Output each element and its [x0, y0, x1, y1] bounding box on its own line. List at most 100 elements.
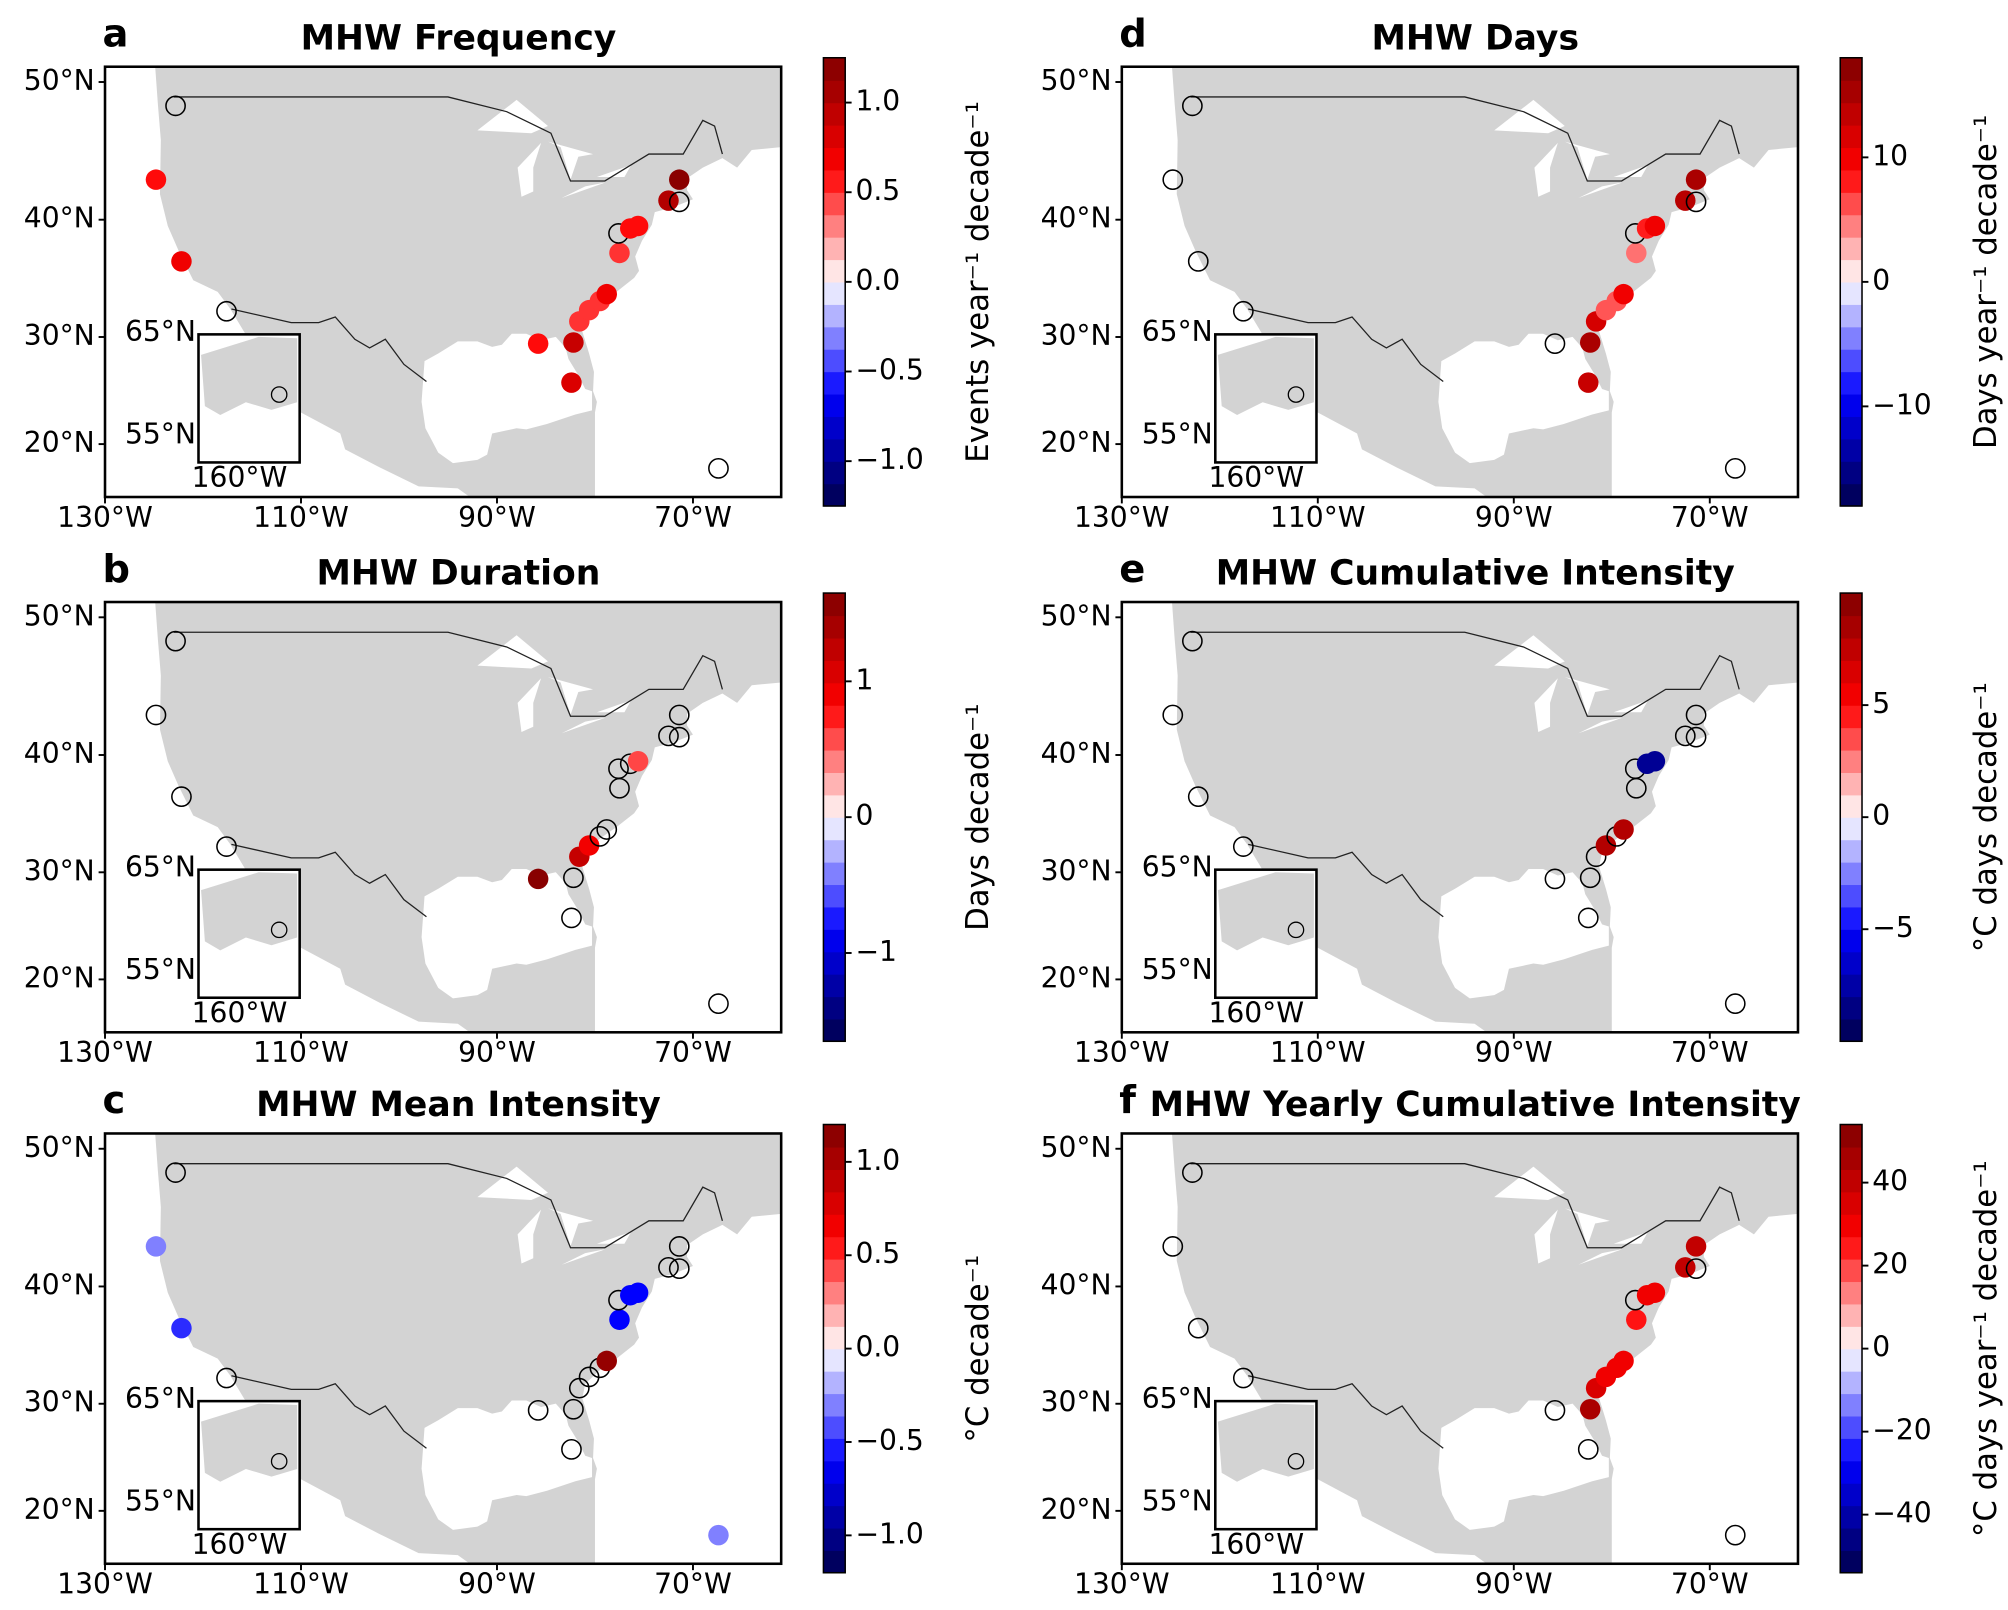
map-panel: 65°N 55°N 160°W 130°W 110°W 90°W 70°W 20°N 30°N 4… — [24, 547, 996, 1069]
colorbar-bin — [1840, 102, 1863, 126]
station-trend — [1675, 190, 1696, 211]
colorbar-bin — [823, 1550, 846, 1574]
x-tick-label: 90°W — [1475, 1568, 1553, 1601]
colorbar-bin — [1840, 906, 1863, 930]
colorbar-bin — [1840, 192, 1863, 216]
colorbar-bin — [823, 1214, 846, 1238]
colorbar-bin — [823, 393, 846, 417]
inset-station — [1287, 921, 1305, 939]
station-trend — [1595, 835, 1617, 856]
station-trend — [527, 333, 549, 354]
colorbar-bin — [1840, 884, 1863, 908]
colorbar-bin — [823, 1483, 846, 1507]
panel-letter: d — [1119, 11, 1147, 56]
colorbar-tick-label: −10 — [1872, 388, 1931, 421]
inset-label: 65°N — [125, 315, 196, 348]
station-insignificant — [561, 907, 582, 929]
inset-label: 55°N — [1142, 953, 1213, 986]
map-panel: 65°N 55°N 160°W 130°W 110°W 90°W 70°W 20°N 30°N 4… — [1041, 547, 2004, 1069]
colorbar-tick-label: 10 — [1872, 139, 1908, 172]
station-insignificant — [165, 630, 186, 652]
panel-letter: e — [1119, 547, 1145, 592]
station-insignificant — [608, 758, 629, 780]
station-trend — [708, 1524, 729, 1546]
station-insignificant — [1232, 1367, 1254, 1389]
map-panel: 65°N 55°N 160°W 130°W 110°W 90°W 70°W 20°N 30°N 4… — [1041, 1078, 2004, 1600]
station-insignificant — [561, 1439, 582, 1460]
station-insignificant — [1724, 1524, 1746, 1546]
colorbar-bin — [1840, 705, 1863, 729]
colorbar-bin — [823, 794, 846, 818]
chart-title: MHW Mean Intensity — [256, 1085, 661, 1125]
x-tick-label: 110°W — [253, 1036, 349, 1069]
y-tick-label: 20°N — [1041, 1493, 1112, 1526]
colorbar-bin — [1840, 1124, 1863, 1148]
colorbar-tick-label: 0.0 — [855, 1331, 900, 1364]
colorbar-tick-label: −1.0 — [855, 1517, 923, 1550]
colorbar-bin — [823, 1527, 846, 1551]
axes-frame — [103, 1132, 783, 1566]
station-trend — [145, 1236, 167, 1257]
colorbar-bin — [1840, 593, 1863, 617]
station-insignificant — [1181, 1162, 1203, 1183]
station-trend — [658, 190, 679, 211]
station-insignificant — [171, 786, 192, 808]
colorbar-bin — [1840, 1348, 1863, 1372]
lake — [1494, 1166, 1565, 1200]
colorbar-bin — [823, 1281, 846, 1305]
inset-station — [270, 386, 288, 403]
lake — [517, 678, 542, 733]
station-insignificant — [1181, 95, 1203, 117]
colorbar-bin — [823, 1018, 846, 1042]
map-panel: 65°N 55°N 160°W 130°W 110°W 90°W 70°W 20°N 30°N 4… — [24, 1078, 996, 1600]
colorbar-bin — [1840, 861, 1863, 886]
station-insignificant — [668, 1258, 690, 1280]
colorbar-tick-label: 5 — [1872, 687, 1890, 720]
border — [1248, 843, 1444, 918]
colorbar-bin — [1840, 214, 1863, 238]
x-tick-label: 90°W — [458, 1568, 536, 1601]
station-insignificant — [527, 1399, 549, 1421]
colorbar-tick-label: 0.5 — [855, 174, 900, 207]
station-trend — [1578, 372, 1599, 393]
colorbar-bin — [823, 1146, 846, 1170]
colorbar-bin — [1840, 438, 1863, 462]
colorbar-tick-label: 0 — [1872, 1331, 1890, 1364]
inset-label: 65°N — [1142, 850, 1213, 883]
colorbar-bin — [823, 214, 846, 238]
colorbar-label: Days year⁻¹ decade⁻¹ — [1968, 115, 2004, 449]
station-insignificant — [145, 704, 167, 726]
x-tick-label: 110°W — [253, 1568, 349, 1601]
station-trend — [563, 332, 584, 353]
y-tick-label: 40°N — [24, 737, 95, 770]
station-trend — [1579, 332, 1601, 353]
station-trend — [1579, 1399, 1601, 1420]
station-trend — [561, 372, 582, 393]
colorbar-bin — [1840, 281, 1863, 305]
colorbar-bin — [823, 326, 846, 350]
colorbar-bin — [823, 80, 846, 104]
colorbar-bin — [1840, 461, 1863, 485]
y-tick-label: 30°N — [24, 319, 95, 352]
colorbar-bin — [823, 951, 846, 975]
panel-letter: a — [102, 11, 128, 56]
ocean — [105, 66, 470, 498]
colorbar-bin — [1840, 1527, 1863, 1551]
ocean — [1121, 1133, 1487, 1564]
station-trend — [627, 215, 649, 237]
station-trend — [1685, 169, 1707, 190]
colorbar-bin — [1840, 393, 1863, 417]
colorbar-bin — [1840, 57, 1863, 81]
border — [1248, 1375, 1444, 1449]
colorbar-bin — [1840, 951, 1863, 975]
inset-land — [201, 336, 298, 416]
colorbar-bin — [1840, 1018, 1863, 1042]
colorbar-bin — [823, 974, 846, 998]
colorbar-tick-label: 1 — [855, 663, 873, 696]
colorbar-bin — [823, 1393, 846, 1417]
colorbar-bin — [1840, 371, 1863, 395]
station-insignificant — [1685, 704, 1707, 726]
colorbar-bin — [1840, 929, 1863, 953]
station-insignificant — [1232, 300, 1254, 322]
